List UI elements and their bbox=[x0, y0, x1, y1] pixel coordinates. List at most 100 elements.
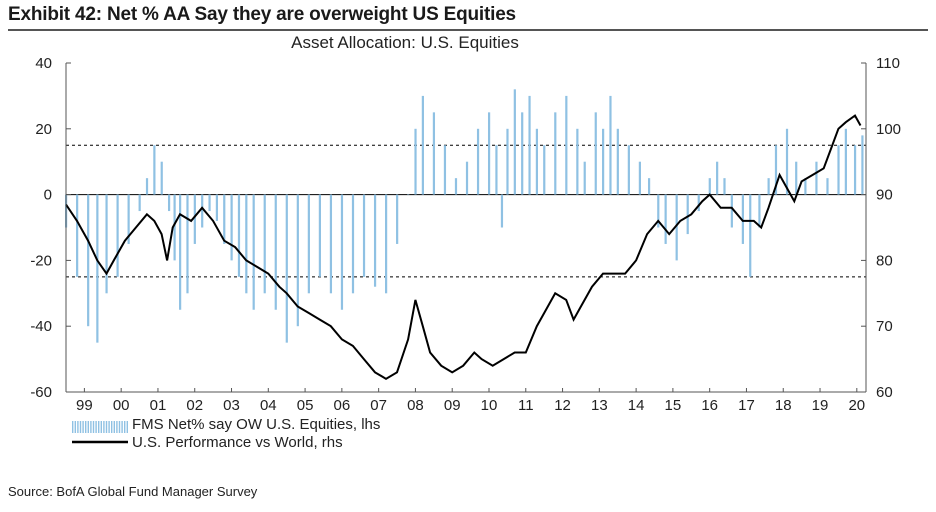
bar bbox=[127, 194, 130, 244]
x-tick-label: 03 bbox=[223, 397, 240, 414]
bar bbox=[407, 194, 410, 196]
bar bbox=[609, 95, 612, 195]
bar bbox=[193, 194, 196, 244]
bar bbox=[758, 194, 761, 228]
legend-swatch-bar bbox=[74, 421, 76, 433]
bar bbox=[616, 128, 619, 195]
bar bbox=[767, 178, 770, 195]
bar bbox=[774, 145, 778, 195]
x-tick-label: 99 bbox=[76, 397, 93, 414]
bar bbox=[815, 161, 818, 195]
bar bbox=[173, 194, 176, 261]
bar bbox=[76, 194, 79, 277]
bar bbox=[686, 194, 689, 235]
x-tick-label: 12 bbox=[554, 397, 571, 414]
chart-title: Asset Allocation: U.S. Equities bbox=[291, 33, 519, 52]
bar bbox=[543, 145, 546, 195]
right-tick-label: 70 bbox=[876, 318, 893, 335]
bar bbox=[443, 145, 447, 195]
right-tick-label: 90 bbox=[876, 187, 893, 204]
x-tick-label: 08 bbox=[407, 397, 424, 414]
right-tick-label: 100 bbox=[876, 121, 901, 138]
legend-swatch-bar bbox=[87, 421, 89, 433]
bar bbox=[454, 178, 458, 195]
bar bbox=[237, 194, 241, 277]
legend-swatch-bar bbox=[105, 421, 108, 433]
x-tick-label: 16 bbox=[701, 397, 718, 414]
bar bbox=[749, 194, 752, 277]
bar bbox=[318, 194, 321, 277]
bar bbox=[329, 194, 333, 294]
x-tick-label: 06 bbox=[334, 397, 351, 414]
legend-swatch-bar bbox=[85, 421, 87, 433]
bar bbox=[804, 178, 807, 195]
bar bbox=[487, 112, 491, 195]
x-tick-label: 09 bbox=[444, 397, 461, 414]
x-tick-label: 17 bbox=[738, 397, 755, 414]
legend-swatch-bar bbox=[90, 421, 92, 433]
bar bbox=[215, 194, 219, 221]
legend-swatch-bar bbox=[92, 421, 95, 433]
bar bbox=[723, 178, 726, 195]
bar bbox=[296, 194, 299, 327]
bar bbox=[554, 112, 557, 195]
x-tick-label: 13 bbox=[591, 397, 608, 414]
bar bbox=[664, 194, 667, 244]
bar bbox=[274, 194, 277, 310]
bar bbox=[179, 194, 182, 310]
x-tick-label: 05 bbox=[297, 397, 314, 414]
legend-swatch-bar bbox=[116, 421, 118, 433]
bar bbox=[716, 161, 719, 195]
bar bbox=[351, 194, 355, 294]
bar bbox=[186, 194, 189, 294]
x-tick-label: 00 bbox=[113, 397, 130, 414]
bar bbox=[638, 161, 641, 195]
bar bbox=[500, 194, 504, 228]
bar bbox=[138, 194, 141, 212]
bar bbox=[223, 194, 226, 244]
bar-series bbox=[65, 89, 864, 343]
x-tick-label: 02 bbox=[186, 397, 203, 414]
bar bbox=[657, 194, 660, 228]
axes: 40 20 0 -20 -40 -60 110 100 90 80 70 60 99 00 01 02 03 04… bbox=[30, 55, 901, 414]
legend-label-bars: FMS Net% say OW U.S. Equities, lhs bbox=[132, 416, 380, 433]
bar bbox=[795, 161, 798, 195]
bar bbox=[373, 194, 377, 287]
left-tick-label: -20 bbox=[30, 252, 52, 269]
bar bbox=[145, 178, 149, 195]
bar bbox=[96, 194, 99, 343]
bar bbox=[362, 194, 366, 277]
right-tick-label: 60 bbox=[876, 384, 893, 401]
bar bbox=[208, 194, 211, 212]
bar bbox=[627, 145, 630, 195]
legend-swatch-bar bbox=[95, 421, 97, 433]
left-tick-label: -40 bbox=[30, 318, 52, 335]
left-tick-label: 20 bbox=[35, 121, 52, 138]
x-tick-label: 10 bbox=[481, 397, 498, 414]
legend: FMS Net% say OW U.S. Equities, lhs U.S. … bbox=[72, 416, 380, 451]
bar bbox=[602, 128, 605, 195]
source-note: Source: BofA Global Fund Manager Survey bbox=[8, 484, 258, 499]
legend-label-line: U.S. Performance vs World, rhs bbox=[132, 434, 343, 451]
bar bbox=[167, 194, 171, 212]
bar bbox=[844, 128, 847, 195]
right-tick-label: 110 bbox=[876, 55, 900, 72]
bar bbox=[245, 194, 248, 294]
x-tick-label: 01 bbox=[150, 397, 167, 414]
bar bbox=[565, 95, 568, 195]
bar bbox=[730, 194, 733, 228]
bar bbox=[861, 135, 864, 195]
x-tick-label: 04 bbox=[260, 397, 277, 414]
legend-swatch-bar bbox=[121, 421, 123, 433]
bar bbox=[521, 112, 524, 195]
bar bbox=[535, 128, 539, 195]
bar bbox=[414, 128, 417, 195]
bar bbox=[421, 95, 424, 195]
legend-swatch-bar bbox=[124, 421, 126, 433]
bar bbox=[708, 178, 711, 195]
bar bbox=[495, 145, 498, 195]
x-tick-label: 19 bbox=[812, 397, 829, 414]
legend-swatch-bar bbox=[108, 421, 110, 433]
bar bbox=[647, 178, 651, 195]
